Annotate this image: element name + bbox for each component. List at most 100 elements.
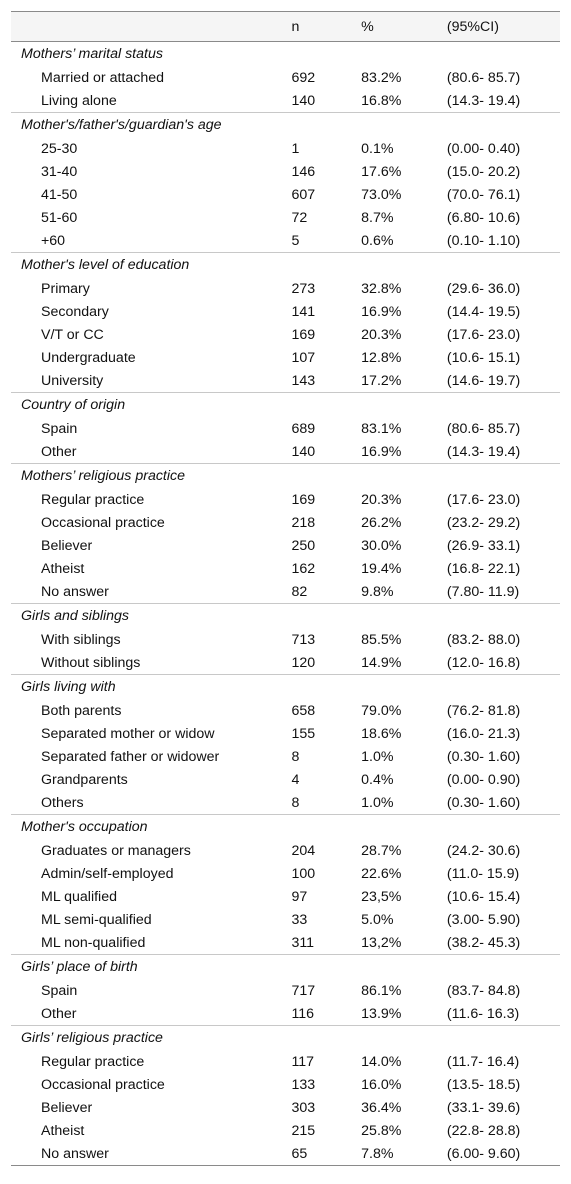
row-n: 689	[291, 420, 316, 437]
row-pct: 20.3%	[361, 326, 402, 343]
row-n: 250	[291, 537, 316, 554]
row-n: 713	[291, 631, 316, 648]
row-label: No answer	[11, 1142, 292, 1166]
row-label: ML semi-qualified	[41, 911, 152, 928]
row-ci: (26.9- 33.1)	[446, 537, 521, 554]
row-pct: 22.6%	[361, 865, 402, 882]
table-row: Other 116 13.9% (11.6- 16.3)	[11, 1002, 560, 1026]
row-label: Occasional practice	[41, 514, 165, 531]
section-title: Mothers’ marital status	[21, 46, 163, 62]
row-pct: 86.1%	[361, 982, 402, 999]
row-n: 658	[291, 702, 316, 719]
table-row: Believer 250 30.0% (26.9- 33.1)	[11, 534, 560, 557]
row-n: 204	[291, 842, 316, 859]
section-row: Country of origin	[11, 392, 560, 417]
row-pct: 19.4%	[361, 560, 402, 577]
table-row: +60 5 0.6% (0.10- 1.10)	[11, 229, 560, 253]
row-label: Married or attached	[41, 69, 165, 86]
row-ci: (0.00- 0.40)	[446, 140, 521, 157]
table-row: 51-60 72 8.7% (6.80- 10.6)	[11, 206, 560, 229]
table-row: 25-30 1 0.1% (0.00- 0.40)	[11, 137, 560, 160]
row-pct: 14.9%	[361, 654, 402, 671]
row-label: Without siblings	[41, 654, 141, 671]
table-row: ML non-qualified 311 13,2% (38.2- 45.3)	[11, 931, 560, 955]
section-row: Mother's occupation	[11, 814, 560, 839]
row-n: 140	[291, 443, 316, 460]
row-n: 1	[291, 140, 300, 157]
header-pct: %	[361, 11, 447, 42]
row-pct: 0.4%	[361, 771, 394, 788]
row-label: Primary	[41, 280, 90, 297]
row-pct: 14.0%	[361, 1053, 402, 1070]
row-n: 116	[291, 1005, 315, 1022]
row-pct: 0.6%	[361, 232, 394, 249]
row-ci: (14.6- 19.7)	[446, 372, 521, 389]
row-n: 141	[291, 303, 316, 320]
row-label: V/T or CC	[41, 326, 104, 343]
row-pct: 17.6%	[361, 163, 402, 180]
row-ci: (13.5- 18.5)	[446, 1076, 521, 1093]
row-n: 140	[291, 92, 316, 109]
row-pct: 23,5%	[361, 888, 402, 905]
header-label	[11, 11, 292, 42]
table-row: Regular practice 117 14.0% (11.7- 16.4)	[11, 1050, 560, 1073]
row-pct: 73.0%	[361, 186, 402, 203]
row-label: Occasional practice	[41, 1076, 165, 1093]
row-n: 155	[291, 725, 316, 742]
row-ci: (17.6- 23.0)	[446, 326, 521, 343]
row-pct: 17.2%	[361, 372, 402, 389]
table-row: Atheist 162 19.4% (16.8- 22.1)	[11, 557, 560, 580]
section-title: Girls and siblings	[11, 603, 560, 628]
row-label: Grandparents	[41, 771, 128, 788]
row-ci: (70.0- 76.1)	[446, 186, 521, 203]
row-label: Believer	[41, 1099, 93, 1116]
row-label: Secondary	[41, 303, 109, 320]
table-row: Married or attached 692 83.2% (80.6- 85.7)	[11, 66, 560, 89]
table-row: Undergraduate 107 12.8% (10.6- 15.1)	[11, 346, 560, 369]
row-ci: (15.0- 20.2)	[446, 163, 521, 180]
row-n: 133	[291, 1076, 316, 1093]
section-title: Girls’ place of birth	[11, 954, 560, 979]
row-pct: 1.0%	[361, 748, 394, 765]
row-label: Regular practice	[41, 491, 145, 508]
row-ci: (80.6- 85.7)	[446, 420, 521, 437]
row-ci: (0.30- 1.60)	[446, 794, 521, 811]
table-row: Other 140 16.9% (14.3- 19.4)	[11, 440, 560, 464]
row-pct: 8.7%	[361, 209, 394, 226]
row-n: 5	[291, 232, 300, 249]
table-row: University 143 17.2% (14.6- 19.7)	[11, 369, 560, 393]
table-row: Atheist 215 25.8% (22.8- 28.8)	[11, 1119, 560, 1142]
row-n: 4	[291, 771, 300, 788]
row-label: ML qualified	[41, 888, 117, 905]
section-row: Mothers’ religious practice	[11, 463, 560, 488]
table-row: ML semi-qualified 33 5.0% (3.00- 5.90)	[11, 908, 560, 931]
row-n: 120	[291, 654, 316, 671]
row-label: Spain	[41, 420, 78, 437]
row-label: Both parents	[41, 702, 122, 719]
table-row: With siblings 713 85.5% (83.2- 88.0)	[11, 628, 560, 651]
row-n: 169	[291, 491, 316, 508]
row-pct: 5.0%	[361, 911, 394, 928]
row-label: ML non-qualified	[41, 934, 146, 951]
row-n: 717	[291, 982, 316, 999]
row-pct: 13,2%	[361, 934, 402, 951]
row-n: 218	[291, 514, 316, 531]
row-n: 215	[291, 1122, 316, 1139]
row-pct: 13.9%	[361, 1005, 402, 1022]
row-ci: (17.6- 23.0)	[446, 491, 521, 508]
row-ci: (24.2- 30.6)	[446, 842, 521, 859]
table-body: Mothers’ marital status Married or attach…	[11, 42, 560, 1166]
row-n: 143	[291, 372, 316, 389]
table-row: No answer 65 7.8% (6.00- 9.60)	[11, 1142, 560, 1166]
row-ci: (33.1- 39.6)	[446, 1099, 521, 1116]
row-n: 169	[291, 326, 316, 343]
table-row: Others 8 1.0% (0.30- 1.60)	[11, 791, 560, 815]
section-title: Girls living with	[11, 674, 560, 699]
row-ci: (29.6- 36.0)	[446, 280, 521, 297]
row-label: Spain	[41, 982, 78, 999]
row-ci: (6.80- 10.6)	[446, 209, 521, 226]
row-label: With siblings	[41, 631, 121, 648]
row-ci: (38.2- 45.3)	[446, 934, 521, 951]
table-row: V/T or CC 169 20.3% (17.6- 23.0)	[11, 323, 560, 346]
table-row: 31-40 146 17.6% (15.0- 20.2)	[11, 160, 560, 183]
